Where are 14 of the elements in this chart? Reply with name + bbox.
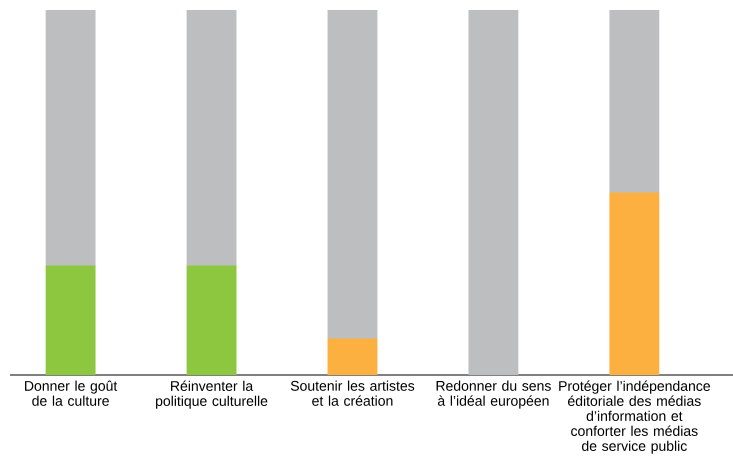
bar [46, 266, 96, 376]
bar [328, 10, 378, 339]
x-tick-label: Soutenir les artistes et la création [290, 380, 414, 406]
x-tick-label: Donner le goût de la culture [25, 380, 118, 406]
bar [328, 338, 378, 376]
bar [609, 10, 660, 192]
x-tick-label: Réinventer la politique culturelle [156, 380, 268, 409]
bar [186, 10, 236, 266]
bar [46, 10, 96, 266]
bar [468, 10, 518, 376]
x-tick-label: Protéger l’indépendance éditoriale des médias d’information et conforter les médias de service public [559, 380, 710, 454]
x-tick-label: Redonner du sens à l’idéal européen [436, 380, 551, 409]
bar [186, 266, 236, 376]
bar [609, 192, 660, 376]
